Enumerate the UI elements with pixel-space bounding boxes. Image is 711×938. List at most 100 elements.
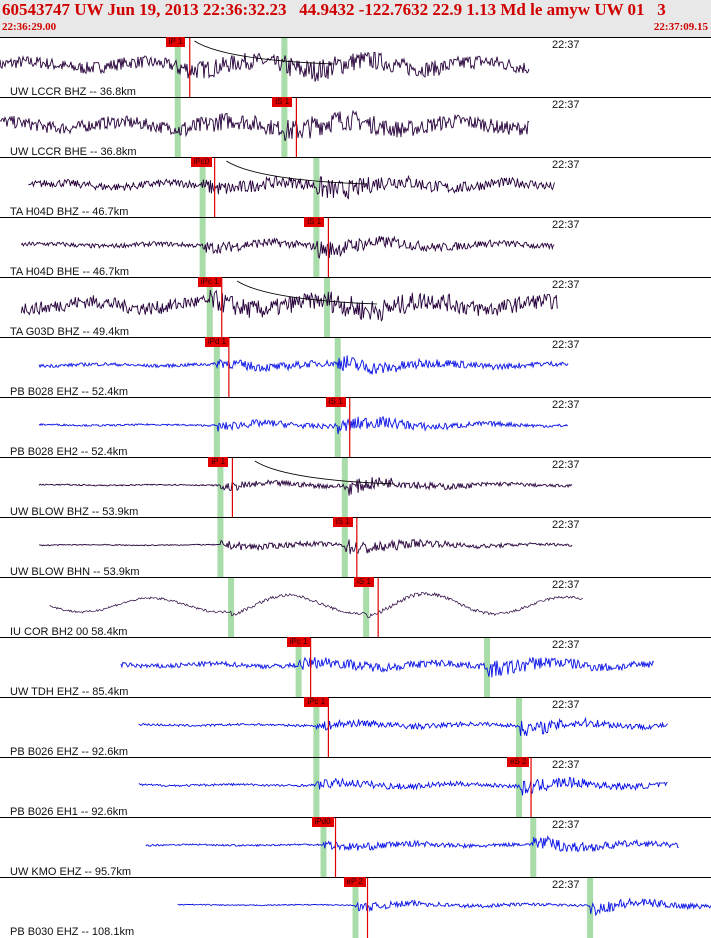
minute-mark: 22:37 [552,759,580,771]
phase-pick-label[interactable]: eP 2 [343,877,366,887]
minute-mark: 22:37 [552,339,580,351]
waveform-trace [177,897,711,917]
p-window [199,158,206,218]
trace-panel: iPc 1 22:37 PB B026 EHZ -- 92.6km [0,697,711,758]
trace-panel: iS 1 22:37 UW BLOW BHN -- 53.9km [0,517,711,578]
waveform-plot [0,38,530,98]
waveform-plot [120,638,655,698]
phase-pick-label[interactable]: iP 1 [165,37,186,47]
minute-mark: 22:37 [552,639,580,651]
phase-pick-label[interactable]: iPd 1 [204,337,230,347]
waveform-plot [145,818,679,878]
p-window [206,278,213,338]
header-bar: 60543747 UW Jun 19, 2013 22:36:32.23 44.… [0,0,711,37]
station-label: TA H04D BHE -- 46.7km [10,266,129,278]
p-window [313,758,320,818]
station-label: PB B030 EHZ -- 108.1km [10,926,135,938]
event-title: 60543747 UW Jun 19, 2013 22:36:32.23 44.… [2,0,666,19]
phase-pick-label[interactable]: iS 1 [332,517,353,527]
station-label: PB B028 EHZ -- 52.4km [10,386,128,398]
trace-panel: iPd 1 22:37 PB B028 EHZ -- 52.4km [0,337,711,398]
phase-pick-label[interactable]: iPd0 [311,817,334,827]
phase-pick-label[interactable]: iP 1 [208,457,229,467]
minute-mark: 22:37 [552,399,580,411]
minute-mark: 22:37 [552,579,580,591]
waveform-trace [120,656,655,678]
p-window [217,518,224,578]
trace-panel: iS 1 22:37 PB B028 EH2 -- 52.4km [0,397,711,458]
minute-mark: 22:37 [552,99,580,111]
phase-pick-label[interactable]: iS 1 [304,217,325,227]
waveform-plot [138,758,668,818]
p-window [199,218,206,278]
waveform-plot [38,338,569,398]
waveform-plot [138,698,668,758]
coda-curve [254,460,395,485]
phase-pick-label[interactable]: iPc 1 [197,277,222,287]
waveform-trace [39,538,573,555]
trace-panel: iS 1 22:37 TA H04D BHE -- 46.7km [0,217,711,278]
station-label: IU COR BH2 00 58.4km [10,626,128,638]
trace-panel: iPc 1 22:37 TA G03D BHZ -- 49.4km [0,277,711,338]
station-label: PB B028 EH2 -- 52.4km [10,446,128,458]
s-window [363,578,370,638]
s-window [530,818,537,878]
trace-panel: iPd0 22:37 UW KMO EHZ -- 95.7km [0,817,711,878]
s-window [516,698,523,758]
p-window [217,458,224,518]
s-window [324,278,331,338]
station-label: PB B026 EHZ -- 92.6km [10,746,128,758]
phase-pick-label[interactable]: iPc 1 [286,637,311,647]
phase-pick-label[interactable]: iS 1 [325,397,346,407]
phase-pick-label[interactable]: iS 1 [272,97,293,107]
waveform-trace [20,289,558,322]
waveform-trace [38,415,569,435]
trace-panel: iP 1 22:37 UW LCCR BHZ -- 36.8km [0,37,711,98]
p-window [174,38,181,98]
coda-curve [236,280,378,305]
station-label: UW KMO EHZ -- 95.7km [10,866,132,878]
p-window [213,398,220,458]
p-window [174,98,181,158]
waveform-plot [38,458,573,518]
waveform-trace [0,51,530,82]
trace-panel: iPc 1 22:37 UW TDH EHZ -- 85.4km [0,637,711,698]
s-window [313,218,320,278]
station-label: TA G03D BHZ -- 49.4km [10,326,129,338]
end-time: 22:37:09.15 [653,21,708,33]
waveform-trace [20,235,555,259]
waveform-plot [49,578,583,638]
trace-panel: eP 2 22:37 PB B030 EHZ -- 108.1km [0,877,711,938]
trace-panel: iP 1 22:37 UW BLOW BHZ -- 53.9km [0,457,711,518]
waveform-plot [20,278,558,338]
waveform-trace [138,776,668,796]
station-label: UW BLOW BHZ -- 53.9km [10,506,139,518]
phase-pick-label[interactable]: iS 1 [354,577,374,587]
p-window [295,638,302,698]
waveform-trace [145,835,679,853]
trace-panel: eS 2 22:37 PB B026 EH1 -- 92.6km [0,757,711,818]
waveform-plot [28,158,555,218]
station-label: UW LCCR BHE -- 36.8km [10,146,137,158]
p-window [228,578,235,638]
station-label: UW BLOW BHN -- 53.9km [10,566,140,578]
waveform-plot [20,218,555,278]
phase-pick-label[interactable]: iPc 1 [304,697,329,707]
minute-mark: 22:37 [552,279,580,291]
minute-mark: 22:37 [552,39,580,51]
coda-curve [194,40,335,65]
trace-panel: iPc0 22:37 TA H04D BHZ -- 46.7km [0,157,711,218]
minute-mark: 22:37 [552,699,580,711]
waveform-trace [38,355,569,375]
waveform-plot [39,518,573,578]
minute-mark: 22:37 [552,219,580,231]
waveform-plot [38,398,569,458]
phase-pick-label[interactable]: eS 2 [507,757,530,767]
trace-panel: iS 1 22:37 IU COR BH2 00 58.4km [0,577,711,638]
phase-pick-label[interactable]: iPc0 [190,157,213,167]
station-label: UW TDH EHZ -- 85.4km [10,686,129,698]
waveform-trace [138,716,668,737]
s-window [281,38,288,98]
start-time: 22:36:29.00 [2,21,57,33]
